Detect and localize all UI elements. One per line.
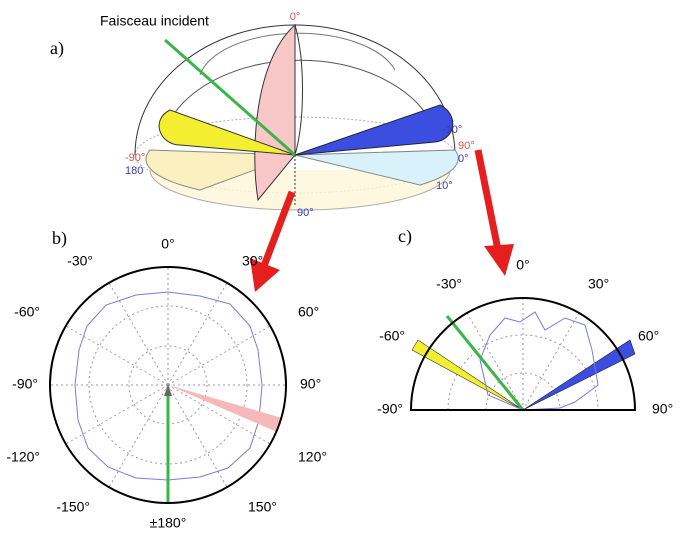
arrow-shaft xyxy=(474,149,502,251)
arrow-head xyxy=(164,385,172,396)
angle-label: -120° xyxy=(6,449,40,465)
grid-arc xyxy=(485,372,561,411)
angle-label: ±180° xyxy=(150,515,187,531)
yellow-wedge xyxy=(411,339,524,411)
angle-label: 0° xyxy=(161,236,174,252)
arrow-head xyxy=(484,244,514,276)
angle-label: 60° xyxy=(638,328,659,344)
grid-spoke xyxy=(108,384,169,488)
dome-arc xyxy=(199,32,396,76)
blue-wedge xyxy=(522,339,636,411)
angle-label: 90° xyxy=(300,376,321,392)
panel-label: a) xyxy=(50,38,64,59)
angle-label: -30° xyxy=(436,276,462,292)
dome xyxy=(134,23,459,211)
angle-label: -90° xyxy=(125,152,145,164)
angle-label: 90° xyxy=(458,140,475,152)
beam-label: Faisceau incident xyxy=(100,13,209,29)
angle-label: 0° xyxy=(516,257,529,273)
arrow-head xyxy=(250,258,280,292)
grid-spoke xyxy=(466,312,524,411)
yellow-cone xyxy=(158,109,296,156)
pink-edge xyxy=(294,24,303,156)
angle-label: 180 xyxy=(125,165,143,177)
angle-label: 30° xyxy=(588,276,609,292)
angle-label: 90° xyxy=(652,401,673,417)
angle-label: 120° xyxy=(298,449,327,465)
panel-label: b) xyxy=(52,228,67,249)
pink-wedge xyxy=(168,385,282,432)
arrows xyxy=(250,149,514,292)
polar-frame xyxy=(49,266,287,504)
polar-grid xyxy=(411,298,635,411)
polar-frame xyxy=(409,297,637,411)
angle-label: 0° xyxy=(290,11,301,23)
grid-circle xyxy=(88,305,248,465)
angle-label: -150° xyxy=(56,499,90,515)
blue-cone xyxy=(294,104,454,156)
angle-label: 10° xyxy=(436,180,453,192)
angle-label: 150° xyxy=(248,499,277,515)
angle-label: -60° xyxy=(14,304,40,320)
response-curve xyxy=(479,311,599,411)
dome-arc xyxy=(169,59,431,121)
angle-label: 90° xyxy=(297,207,314,219)
panel-label: c) xyxy=(398,226,412,247)
angle-label: -10° xyxy=(442,124,462,136)
angle-label: 30° xyxy=(242,253,263,269)
grid-spoke xyxy=(108,282,169,386)
grid-spoke xyxy=(167,282,228,386)
angle-label: -90° xyxy=(12,376,38,392)
incident-beam xyxy=(445,315,525,411)
angle-label: -60° xyxy=(379,328,405,344)
angle-label: 60° xyxy=(298,304,319,320)
angle-label: 0° xyxy=(458,153,469,165)
grid-spoke xyxy=(167,325,271,386)
arrow-shaft xyxy=(260,190,296,268)
angle-label: -30° xyxy=(67,253,93,269)
blue-base xyxy=(294,149,459,186)
grid-spoke xyxy=(522,312,580,411)
grid-spoke xyxy=(65,325,169,386)
angle-label: -90° xyxy=(377,401,403,417)
incident-beam xyxy=(164,38,296,157)
grid-spoke xyxy=(65,384,169,445)
